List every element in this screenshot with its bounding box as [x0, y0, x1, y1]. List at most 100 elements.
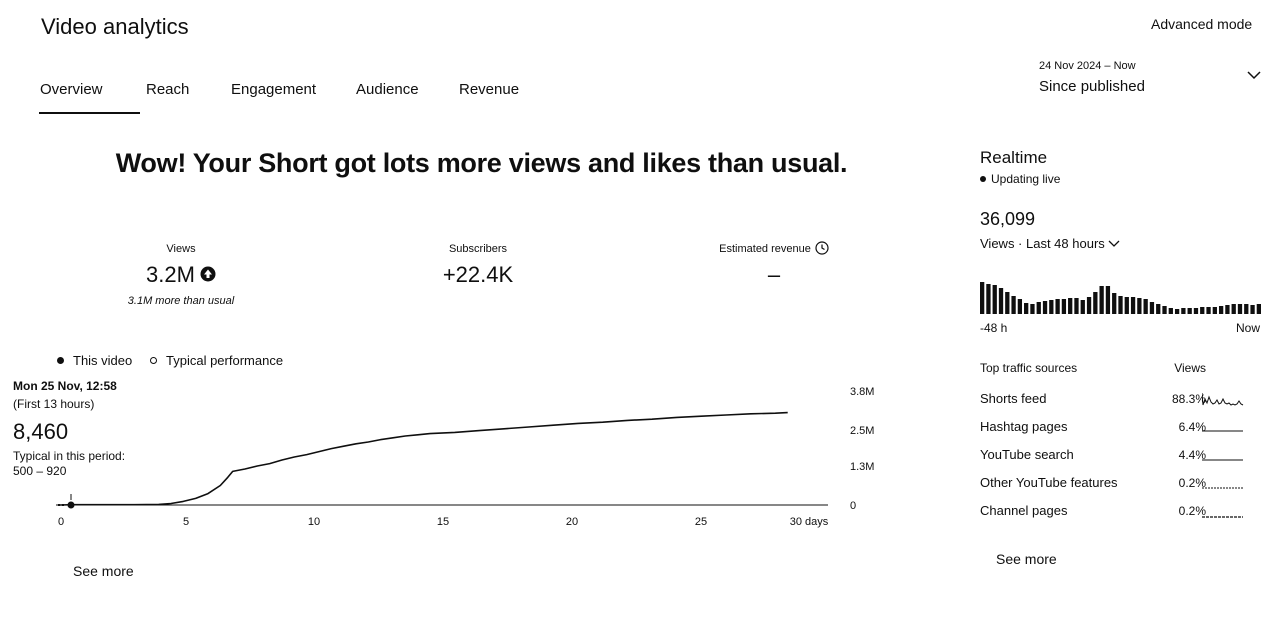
- realtime-bar: [1212, 307, 1217, 314]
- y-tick-label: 3.8M: [850, 386, 874, 398]
- page-title: Video analytics: [41, 14, 189, 39]
- traffic-source-pct: 0.2%: [1178, 476, 1206, 490]
- tooltip-typical-label: Typical in this period:: [13, 449, 126, 463]
- traffic-sources-header: Top traffic sources Views: [980, 361, 1263, 377]
- metric-revenue-value: –: [767, 262, 781, 288]
- traffic-row: YouTube search 4.4%: [980, 447, 1263, 465]
- realtime-bar: [998, 288, 1004, 314]
- realtime-bar: [1193, 308, 1199, 314]
- realtime-bar: [1055, 299, 1060, 314]
- realtime-bar: [1042, 301, 1048, 314]
- active-tab-indicator: [39, 112, 140, 114]
- realtime-bar: [992, 285, 997, 314]
- traffic-source-name: YouTube search: [980, 447, 1074, 462]
- tab-overview[interactable]: Overview: [40, 81, 103, 98]
- y-tick-label: 1.3M: [850, 461, 874, 473]
- highlight-point: [67, 501, 75, 509]
- views-line-chart: 0 5 10 15 20 25 30 days 0 1.3M 2.5M 3.8M: [56, 386, 874, 528]
- traffic-row: Hashtag pages 6.4%: [980, 419, 1263, 437]
- realtime-bar: [1244, 304, 1249, 314]
- x-tick-label: 20: [566, 516, 578, 528]
- realtime-bar: [1256, 304, 1261, 314]
- x-tick-label: 15: [437, 516, 449, 528]
- traffic-header-views: Views: [1174, 361, 1206, 375]
- traffic-source-name: Shorts feed: [980, 391, 1047, 406]
- metric-subscribers: Subscribers +22.4K: [378, 243, 578, 288]
- realtime-bar: [1174, 309, 1180, 314]
- realtime-bar: [1250, 305, 1255, 314]
- metric-revenue: Estimated revenue –: [674, 241, 874, 288]
- performance-headline: Wow! Your Short got lots more views and …: [115, 148, 848, 178]
- realtime-bar: [1187, 308, 1192, 314]
- realtime-bar: [980, 282, 985, 314]
- realtime-bar: [1200, 307, 1205, 314]
- x-tick-label: 5: [183, 516, 189, 528]
- x-tick-label: 30 days: [790, 516, 829, 528]
- metric-subscribers-label: Subscribers: [448, 243, 508, 255]
- realtime-bar: [1118, 296, 1123, 314]
- sparkline: [1202, 516, 1243, 518]
- arrow-up-icon: [200, 266, 216, 282]
- realtime-bar: [1124, 297, 1129, 314]
- realtime-bar: [1024, 303, 1029, 314]
- advanced-mode-button[interactable]: Advanced mode: [1151, 16, 1253, 32]
- realtime-bar: [1105, 286, 1111, 314]
- tab-reach[interactable]: Reach: [146, 81, 190, 98]
- realtime-bar: [1074, 298, 1079, 314]
- traffic-source-pct: 0.2%: [1178, 504, 1206, 518]
- realtime-bar-chart: [980, 282, 1261, 314]
- traffic-source-name: Hashtag pages: [980, 419, 1068, 434]
- realtime-bar: [1036, 302, 1041, 314]
- chevron-down-icon: [1108, 240, 1120, 247]
- date-range-selector[interactable]: 24 Nov 2024 – Now Since published: [1039, 58, 1264, 100]
- x-tick-label: 25: [695, 516, 707, 528]
- realtime-bar: [1112, 293, 1117, 314]
- date-range-text: 24 Nov 2024 – Now: [1039, 60, 1136, 72]
- legend-this-video: This video: [57, 353, 132, 368]
- realtime-bar: [986, 284, 991, 314]
- tab-revenue[interactable]: Revenue: [459, 81, 520, 98]
- date-period-text: Since published: [1039, 78, 1145, 95]
- live-dot-icon: [980, 175, 986, 182]
- realtime-bar: [1011, 296, 1016, 314]
- chart-tooltip: Mon 25 Nov, 12:58 (First 13 hours) 8,460…: [13, 379, 163, 478]
- realtime-bar: [1181, 308, 1186, 314]
- realtime-bar: [1099, 286, 1104, 314]
- realtime-period-selector[interactable]: Views · Last 48 hours: [980, 236, 1120, 251]
- traffic-row: Other YouTube features 0.2%: [980, 475, 1263, 493]
- realtime-bar: [1086, 297, 1092, 314]
- series-line-this-video: [59, 411, 788, 506]
- realtime-axis-start: -48 h: [980, 321, 1008, 335]
- sparkline: [1202, 392, 1244, 406]
- see-more-realtime-button[interactable]: See more: [996, 551, 1057, 567]
- legend-typical-performance: Typical performance: [150, 353, 283, 368]
- tab-engagement[interactable]: Engagement: [231, 81, 317, 98]
- metric-subscribers-value: +22.4K: [442, 262, 514, 287]
- realtime-bar: [1143, 299, 1148, 314]
- traffic-row: Shorts feed 88.3%: [980, 391, 1263, 409]
- sparkline: [1202, 487, 1243, 489]
- sparkline: [1202, 459, 1243, 461]
- metric-views-comparison: 3.1M more than usual: [127, 295, 235, 307]
- legend-filled-dot-icon: [57, 357, 64, 365]
- y-tick-label: 0: [850, 500, 856, 512]
- realtime-bar: [1225, 305, 1230, 314]
- x-tick-label: 10: [308, 516, 320, 528]
- metric-views: Views 3.2M 3.1M more than usual: [81, 243, 281, 307]
- tab-audience[interactable]: Audience: [356, 81, 419, 98]
- realtime-bar: [1156, 304, 1161, 314]
- realtime-bar: [1068, 298, 1073, 314]
- y-tick-label: 2.5M: [850, 425, 874, 437]
- traffic-source-pct: 88.3%: [1171, 392, 1206, 406]
- metric-views-value: 3.2M: [146, 262, 216, 288]
- realtime-bar: [1049, 300, 1054, 314]
- realtime-bar: [1162, 306, 1167, 314]
- see-more-button[interactable]: See more: [73, 563, 134, 579]
- realtime-bar: [1080, 300, 1085, 314]
- metric-revenue-label: Estimated revenue: [674, 241, 874, 255]
- tooltip-typical-range: 500 – 920: [13, 464, 67, 478]
- realtime-title: Realtime: [980, 148, 1048, 167]
- traffic-source-pct: 4.4%: [1178, 448, 1206, 462]
- traffic-source-pct: 6.4%: [1178, 420, 1206, 434]
- live-status: Updating live: [980, 172, 1060, 186]
